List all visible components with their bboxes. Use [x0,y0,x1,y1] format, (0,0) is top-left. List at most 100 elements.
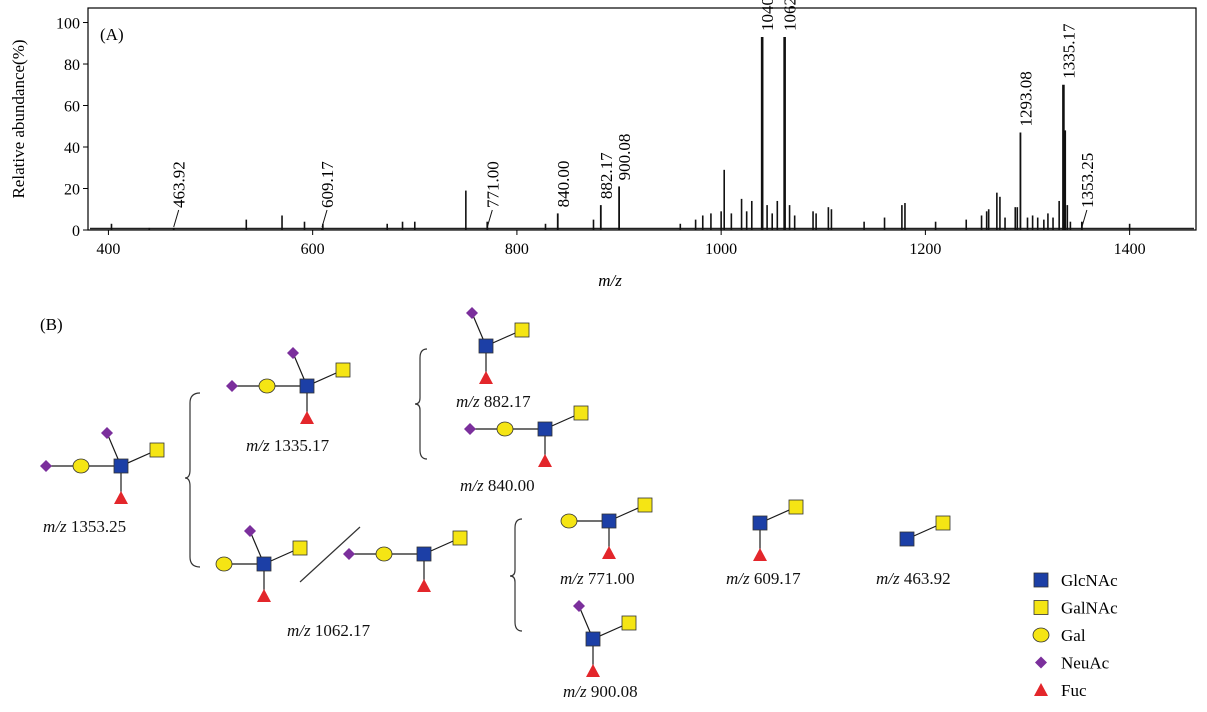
neuac-diamond [573,600,585,612]
gal-circle [258,378,276,394]
label-1062: m/z 1062.17 [287,621,371,640]
y-tick-label: 80 [64,57,80,74]
panel-a-label: (A) [100,25,124,44]
glcnac-square [899,531,915,547]
fuc-triangle [417,579,431,592]
galnac-square [452,530,468,546]
mass-spectrum-chart: 0 20 40 60 80 100 400 600 800 1000 1200 1400 463.9… [9,0,1197,290]
bracket-left [184,392,201,568]
bracket-1062 [509,518,523,632]
galnac-square [292,540,308,556]
legend-swatch [1032,627,1050,643]
fuc-triangle [586,664,600,677]
glcnac-square [113,458,129,474]
neuac-diamond [343,548,355,560]
fuc-triangle [538,454,552,467]
label-463: m/z 463.92 [876,569,951,588]
bracket-882-840 [414,348,428,460]
y-tick-label: 40 [64,140,80,157]
galnac-square [788,499,804,515]
galnac-square [935,515,951,531]
glcnac-square [601,513,617,529]
leader-line [486,209,493,228]
label-882: m/z 882.17 [456,392,531,411]
peak-label: 609.17 [318,161,337,208]
glcnac-square [478,338,494,354]
peak-label: 1335.17 [1059,23,1078,79]
glcnac-square [416,546,432,562]
leader-line [1081,209,1088,228]
glycan-structures [40,307,951,677]
x-tick-label: 1000 [705,241,737,258]
fuc-triangle [114,491,128,504]
label-840: m/z 840.00 [460,476,535,495]
structure-labels: m/z 1353.25 m/z 1335.17 m/z 1062.17 m/z … [43,392,951,701]
y-tick-label: 60 [64,99,80,116]
separator-slash [299,526,361,583]
neuac-diamond [101,427,113,439]
x-tick-label: 400 [96,241,120,258]
y-axis-label: Relative abundance(%) [9,39,28,198]
galnac-square [573,405,589,421]
galnac-square [621,615,637,631]
x-tick-label: 1200 [909,241,941,258]
peak-label: 1062.17 [781,0,800,31]
plot-frame [87,7,1197,231]
legend: GlcNAc GalNAc Gal NeuAc Fuc [1032,571,1118,700]
peak-label: 882.17 [597,152,616,199]
x-tick-label: 800 [505,241,529,258]
fuc-triangle [257,589,271,602]
gal-circle [560,513,578,529]
glcnac-square [537,421,553,437]
y-axis-ticks: 0 20 40 60 80 100 [56,16,88,240]
peak-label: 771.00 [483,161,502,208]
galnac-square [637,497,653,513]
leader-line [321,209,328,228]
gal-circle [375,546,393,562]
gal-circle [215,556,233,572]
x-tick-label: 600 [301,241,325,258]
label-609: m/z 609.17 [726,569,801,588]
glcnac-square [299,378,315,394]
label-1335: m/z 1335.17 [246,436,330,455]
y-tick-label: 20 [64,182,80,199]
fuc-triangle [479,371,493,384]
legend-swatch [1033,572,1049,588]
x-axis-label: m/z [598,271,622,290]
gal-circle [496,421,514,437]
fuc-triangle [300,411,314,424]
galnac-square [514,322,530,338]
legend-swatch [1034,683,1048,696]
label-900: m/z 900.08 [563,682,638,701]
brackets [184,348,523,632]
label-1353: m/z 1353.25 [43,517,126,536]
minor-peaks [90,130,1194,230]
glcnac-square [585,631,601,647]
peak-label: 463.92 [170,161,189,208]
label-771: m/z 771.00 [560,569,635,588]
peak-label: 1040.17 [758,0,777,31]
legend-label: GlcNAc [1061,571,1118,590]
x-tick-label: 1400 [1114,241,1146,258]
peak-label: 900.08 [615,134,634,181]
labeled-peaks: 463.92 609.17 771.00 840.00 882.17 900.08 1040… [170,0,1097,230]
peak-label: 1293.08 [1016,71,1035,126]
legend-label: NeuAc [1061,654,1110,673]
neuac-diamond [244,525,256,537]
glcnac-square [752,515,768,531]
legend-label: Fuc [1061,681,1087,700]
legend-label: GalNAc [1061,599,1118,618]
legend-swatch [1035,656,1047,669]
legend-swatch [1033,600,1049,615]
y-tick-label: 0 [72,223,80,240]
neuac-diamond [466,307,478,319]
legend-label: Gal [1061,626,1086,645]
fuc-triangle [753,548,767,561]
gal-circle [72,458,90,474]
galnac-square [335,362,351,378]
peak-label: 840.00 [554,161,573,208]
neuac-diamond [287,347,299,359]
y-tick-label: 100 [56,16,80,33]
leader-line [173,209,180,228]
